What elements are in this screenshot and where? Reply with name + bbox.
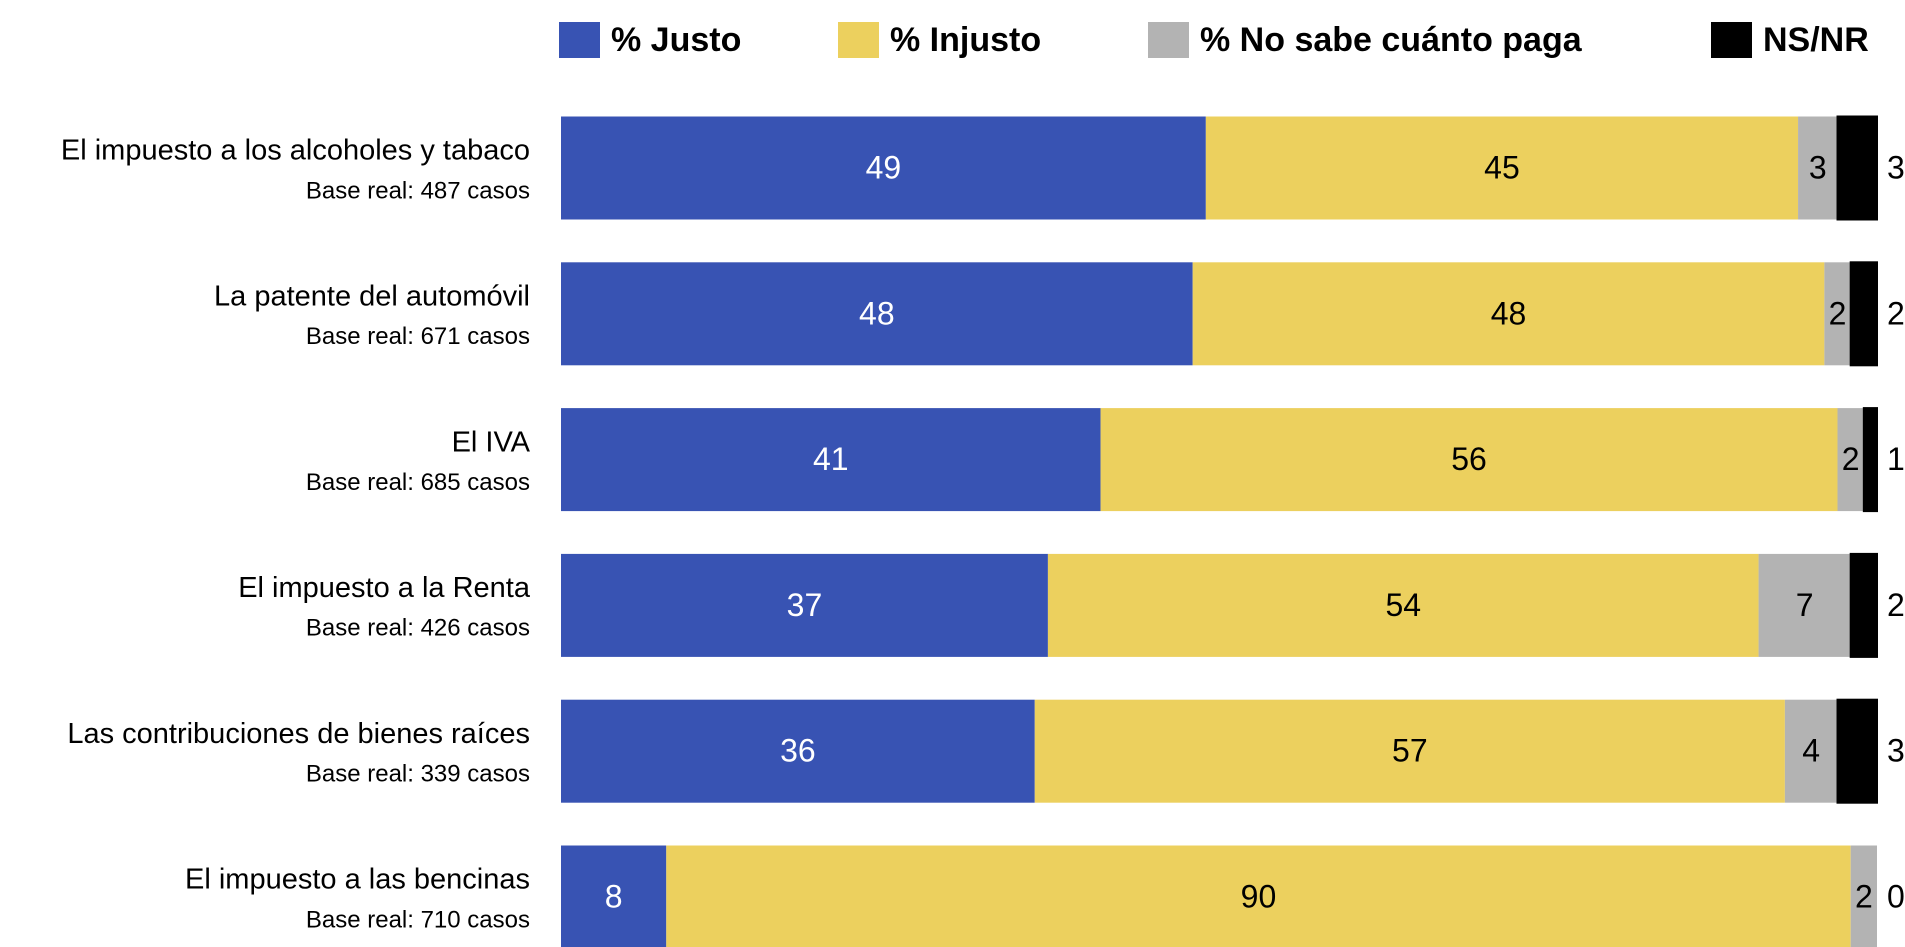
bar-segment (1205, 116, 1799, 220)
legend-label: NS/NR (1763, 21, 1869, 59)
category-note: Base real: 710 casos (306, 906, 530, 933)
value-label: 3 (1809, 149, 1827, 185)
bar-segment (1784, 699, 1838, 803)
bar-segment (1034, 699, 1785, 803)
value-label: 2 (1842, 441, 1860, 477)
bar-segment (1758, 553, 1851, 657)
category-note: Base real: 685 casos (306, 469, 530, 496)
category-label: La patente del automóvil (214, 280, 530, 312)
value-label: 4 (1802, 733, 1820, 769)
category-note: Base real: 671 casos (306, 323, 530, 350)
bar-segment (561, 408, 1101, 512)
value-label: 48 (1491, 295, 1527, 331)
bar-segment (561, 553, 1048, 657)
value-label: 1 (1887, 441, 1905, 477)
category-note: Base real: 339 casos (306, 761, 530, 788)
bar-segment (561, 845, 667, 947)
value-label: 8 (605, 878, 623, 914)
bar-segment (1192, 262, 1825, 366)
category-label: El impuesto a la Renta (238, 572, 531, 604)
legend-swatch (838, 22, 879, 58)
value-label: 36 (780, 733, 816, 769)
bar-segment (1850, 845, 1877, 947)
value-label: 7 (1796, 587, 1814, 623)
bar-segment (1798, 116, 1838, 220)
category-label: El IVA (452, 426, 531, 458)
value-label: 45 (1484, 149, 1520, 185)
value-label: 57 (1392, 733, 1428, 769)
value-label: 2 (1887, 295, 1905, 331)
bar-segment (1100, 408, 1838, 512)
category-label: Las contribuciones de bienes raíces (67, 718, 530, 750)
value-label: 90 (1241, 878, 1277, 914)
bar-segment (561, 116, 1206, 220)
value-label: 56 (1451, 441, 1487, 477)
value-label: 2 (1855, 878, 1873, 914)
legend-label: % No sabe cuánto paga (1200, 21, 1583, 59)
value-label: 48 (859, 295, 895, 331)
value-label: 49 (866, 149, 902, 185)
value-label: 2 (1887, 587, 1905, 623)
bar-segment (1824, 262, 1851, 366)
bar-segment (1849, 552, 1879, 658)
value-label: 54 (1385, 587, 1421, 623)
bar-segment (1047, 553, 1759, 657)
bar-segment (666, 845, 1851, 947)
category-note: Base real: 487 casos (306, 177, 530, 204)
value-label: 2 (1829, 295, 1847, 331)
value-label: 37 (787, 587, 823, 623)
bar-segment (1836, 115, 1879, 221)
bar-segment (1836, 698, 1879, 804)
bar-segment (1849, 261, 1879, 367)
category-label: El impuesto a las bencinas (185, 864, 530, 896)
bar-segment (1837, 408, 1864, 512)
bar-segment (1862, 407, 1878, 513)
bar-segment (561, 262, 1193, 366)
legend-label: % Justo (611, 21, 741, 59)
value-label: 3 (1887, 733, 1905, 769)
legend-label: % Injusto (890, 21, 1041, 59)
legend-swatch (1711, 22, 1752, 58)
bar-segment (561, 699, 1035, 803)
value-label: 41 (813, 441, 849, 477)
category-note: Base real: 426 casos (306, 615, 530, 642)
category-label: El impuesto a los alcoholes y tabaco (61, 135, 530, 167)
value-label: 0 (1887, 878, 1905, 914)
legend-swatch (1148, 22, 1189, 58)
legend-swatch (559, 22, 600, 58)
value-label: 3 (1887, 149, 1905, 185)
